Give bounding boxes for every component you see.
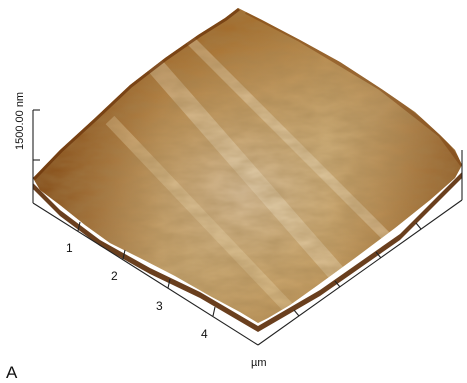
x-unit-label: µm [251,357,267,369]
x-tick-1 [77,221,81,232]
x-axis-ticks [77,221,216,317]
y-axis-ticks [293,222,422,317]
z-scale-label: 1500.00 nm [14,92,26,150]
x-tick-label-3: 3 [156,299,163,313]
x-tick-label-4: 4 [201,327,208,341]
axes-frame [32,109,463,346]
x-tick-4 [212,306,216,317]
x-tick-2 [122,249,126,260]
panel-label: A [6,363,18,382]
x-tick-label-1: 1 [66,241,73,255]
x-tick-label-2: 2 [111,269,118,283]
x-tick-3 [167,278,171,289]
